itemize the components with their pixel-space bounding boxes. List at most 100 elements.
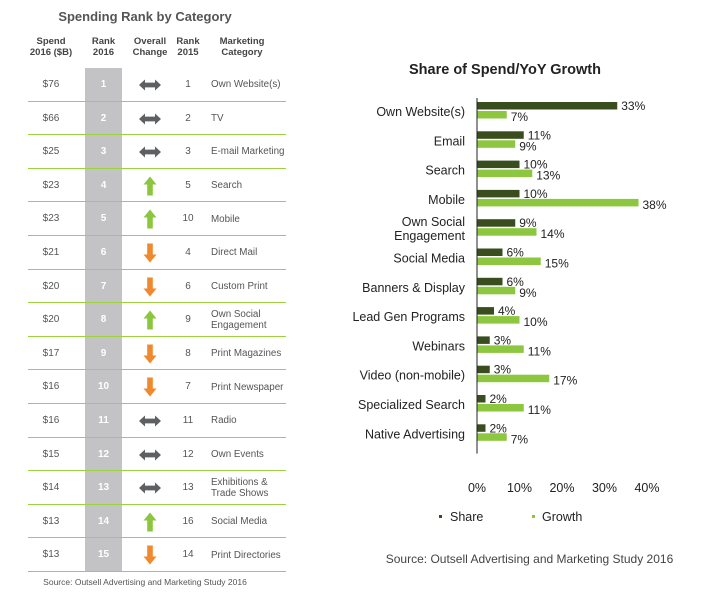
x-tick-label: 0% (468, 481, 486, 495)
share-growth-chart: Share of Spend/YoY Growth Own Website(s)… (340, 0, 719, 593)
table-row: $20 8 9 Own Social Engagement (0, 303, 290, 337)
category-label: Own Social Engagement (394, 215, 465, 243)
double-arrow-icon (130, 102, 170, 136)
share-value-label: 33% (621, 99, 645, 113)
growth-bar (477, 228, 537, 236)
legend-growth-swatch (532, 515, 535, 518)
chart-source: Source: Outsell Advertising and Marketin… (385, 552, 674, 566)
legend-share-swatch (439, 515, 442, 518)
share-bar (477, 219, 516, 227)
x-tick-label: 10% (507, 481, 532, 495)
share-bar (477, 131, 524, 139)
category-label: E-mail Marketing (211, 146, 285, 158)
table-row: $14 13 13 Exhibitions & Trade Shows (0, 471, 290, 505)
growth-bar (477, 374, 550, 383)
row-divider (28, 134, 286, 136)
growth-value-label: 13% (536, 169, 560, 183)
rank-2015-value: 11 (182, 414, 194, 426)
rank-2016-value: 13 (97, 482, 110, 494)
spend-value: $21 (42, 246, 60, 258)
down-arrow-icon (130, 538, 170, 572)
row-divider (28, 436, 286, 438)
share-bar (477, 395, 486, 403)
x-tick-label: 30% (592, 481, 617, 495)
row-divider (28, 335, 286, 337)
spend-value: $17 (42, 347, 60, 359)
row-divider (28, 234, 286, 236)
share-value-label: 3% (494, 363, 512, 377)
rank-2015-value: 5 (185, 179, 191, 191)
rank-2016-value: 4 (100, 179, 107, 191)
up-arrow-icon (130, 505, 170, 539)
growth-value-label: 15% (545, 257, 569, 271)
category-label: Video (non-mobile) (360, 369, 465, 383)
table-row: $17 9 8 Print Magazines (0, 337, 290, 371)
spending-rank-table: Spending Rank by Category Spend 2016 ($B… (0, 0, 290, 593)
rank-2016-value: 10 (97, 381, 110, 393)
rank-2015-value: 8 (185, 347, 191, 359)
table-row: $21 6 4 Direct Mail (0, 236, 290, 270)
row-divider (28, 570, 286, 572)
table-row: $13 14 16 Social Media (0, 505, 290, 539)
row-divider (28, 470, 286, 472)
table-row: $16 10 7 Print Newspaper (0, 370, 290, 404)
spend-value: $76 (42, 79, 60, 90)
spend-value: $16 (42, 381, 60, 393)
rank-2016-value: 11 (98, 414, 109, 426)
table-row: $16 11 11 Radio (0, 404, 290, 438)
rank-2016-value: 8 (100, 314, 107, 326)
share-value-label: 3% (494, 333, 512, 347)
growth-bar (477, 140, 516, 148)
table-row: $23 5 10 Mobile (0, 202, 290, 236)
growth-value-label: 11% (528, 403, 551, 417)
rank-2015-value: 14 (182, 549, 194, 561)
row-divider (28, 537, 286, 539)
share-bar (477, 248, 503, 256)
rank-2015-value: 4 (185, 246, 191, 258)
spend-value: $13 (42, 549, 60, 561)
spend-value: $66 (42, 112, 60, 124)
category-label: Social Media (393, 252, 465, 266)
table-row: $13 15 14 Print Directories (0, 538, 290, 572)
table-title: Spending Rank by Category (58, 9, 232, 24)
rank-2016-value: 14 (97, 515, 110, 527)
spend-value: $20 (42, 280, 60, 292)
double-arrow-icon (130, 404, 170, 438)
legend-share-label: Share (450, 510, 483, 524)
rank-2016-value: 3 (100, 146, 107, 158)
row-divider (28, 268, 286, 270)
row-divider (28, 302, 286, 304)
share-value-label: 6% (507, 246, 525, 260)
table-rows: $76 1 1 Own Website(s) $66 2 2 TV $25 3 3 E-mail Ma… (0, 68, 290, 572)
row-divider (28, 369, 286, 371)
legend-growth-label: Growth (542, 510, 582, 524)
header-overall-change: Overall Change (132, 36, 168, 58)
category-label: Mobile (428, 193, 465, 207)
spend-value: $20 (42, 314, 60, 326)
category-label: Radio (211, 415, 237, 427)
down-arrow-icon (130, 270, 170, 304)
table-row: $15 12 12 Own Events (0, 438, 290, 472)
category-label: Exhibitions & Trade Shows (211, 476, 269, 499)
spend-value: $15 (42, 448, 60, 460)
category-label: Custom Print (211, 280, 268, 292)
table-row: $25 3 3 E-mail Marketing (0, 135, 290, 169)
spend-value: $25 (42, 146, 60, 158)
row-divider (28, 201, 286, 203)
table-source: Source: Outsell Advertising and Marketin… (43, 577, 247, 587)
spend-value: $23 (42, 213, 60, 225)
rank-2016-value: 2 (100, 112, 107, 124)
category-label: Search (211, 180, 243, 192)
growth-bar (477, 257, 541, 265)
up-arrow-icon (130, 202, 170, 236)
share-bar (477, 365, 490, 374)
share-bar (477, 336, 490, 344)
growth-bar (477, 316, 520, 324)
category-label: Lead Gen Programs (352, 310, 465, 324)
rank-2015-value: 2 (185, 112, 191, 124)
rank-2016-band (85, 68, 122, 572)
rank-2015-value: 6 (185, 280, 191, 292)
category-label: Own Website(s) (376, 105, 465, 119)
table-row: $20 7 6 Custom Print (0, 270, 290, 304)
growth-value-label: 38% (643, 198, 667, 212)
